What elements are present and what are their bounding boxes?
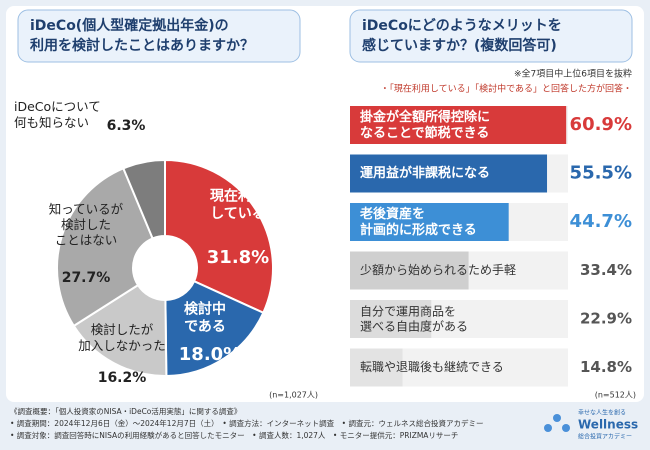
chart-title: 利用を検討したことはありますか？ (30, 37, 254, 54)
pie-slice (164, 158, 274, 315)
bar-label: 運用益が非課税になる (360, 165, 490, 181)
sample-size: (n=1,027人) (269, 391, 318, 400)
pie-slice (56, 167, 154, 328)
bar-value: 14.8% (580, 358, 632, 376)
slice-label: 検討中である (184, 300, 226, 335)
note: ※全7項目中上位6項目を抜粋 (514, 68, 632, 80)
title-box (349, 9, 633, 63)
logo-name: Wellness (578, 418, 638, 432)
footer-line: • 調査期間：2024年12月6日（金）〜2024年12月7日（土） • 調査方… (10, 418, 483, 428)
slice-value: 31.8% (207, 247, 269, 268)
title-box (17, 9, 301, 63)
bar-label: 老後資産を計画的に形成できる (359, 205, 477, 237)
chart-title: 感じていますか？(複数回答可) (362, 37, 557, 54)
bar (350, 106, 567, 144)
bar-label: 掛金が全額所得控除になることで節税できる (360, 108, 490, 140)
bar (350, 300, 432, 338)
pie-slice (164, 279, 265, 378)
bar-label: 自分で運用商品を選べる自由度がある (360, 303, 468, 333)
bar-value: 44.7% (570, 211, 632, 232)
bar-value: 22.9% (580, 310, 632, 328)
footer-line: 《調査概要：「個人投資家のNISA・iDeCo活用実態」に関する調査》 (10, 406, 241, 416)
bar (350, 154, 548, 193)
logo-tagline: 幸せな人生を創る (578, 409, 626, 417)
chart-title: iDeCo(個人型確定拠出年金)の (30, 17, 229, 34)
slice-value: 18.0% (179, 344, 241, 365)
chart-title: iDeCoにどのようなメリットを (362, 18, 562, 34)
slice-label: 知っているが検討したことはない (49, 201, 124, 247)
bar-value: 55.5% (570, 163, 632, 184)
note: ・「現在利用している」「検討中である」と回答した方が回答・ (380, 83, 632, 95)
pie-slice (72, 283, 168, 377)
slice-label: iDeCoについて何も知らない (14, 99, 101, 130)
slice-value: 27.7% (62, 270, 111, 286)
logo-icon (562, 424, 570, 432)
logo-icon (553, 414, 561, 422)
slice-label: 現在利用している (210, 187, 266, 222)
bar-value: 60.9% (570, 114, 632, 135)
slice-label: 検討したが加入しなかった (78, 322, 166, 353)
slice-value: 6.3% (107, 118, 146, 134)
bar (350, 348, 403, 387)
footer-line: • 調査対象：調査回答時にNISAの利用経験があると回答したモニター • 調査人… (10, 430, 458, 440)
slice-value: 16.2% (98, 370, 147, 386)
sample-size: (n=512人) (595, 391, 636, 400)
bar (350, 251, 469, 290)
bar-value: 33.4% (580, 261, 632, 279)
bar (350, 203, 509, 241)
bar-label: 転職や退職後も継続できる (360, 359, 504, 374)
logo: 幸せな人生を創る Wellness 総合投資アカデミー (544, 409, 638, 441)
logo-icon (544, 424, 552, 432)
logo-sub: 総合投資アカデミー (578, 433, 632, 441)
pie-slice (122, 158, 166, 240)
bar-label: 少額から始められるため手軽 (360, 263, 516, 277)
